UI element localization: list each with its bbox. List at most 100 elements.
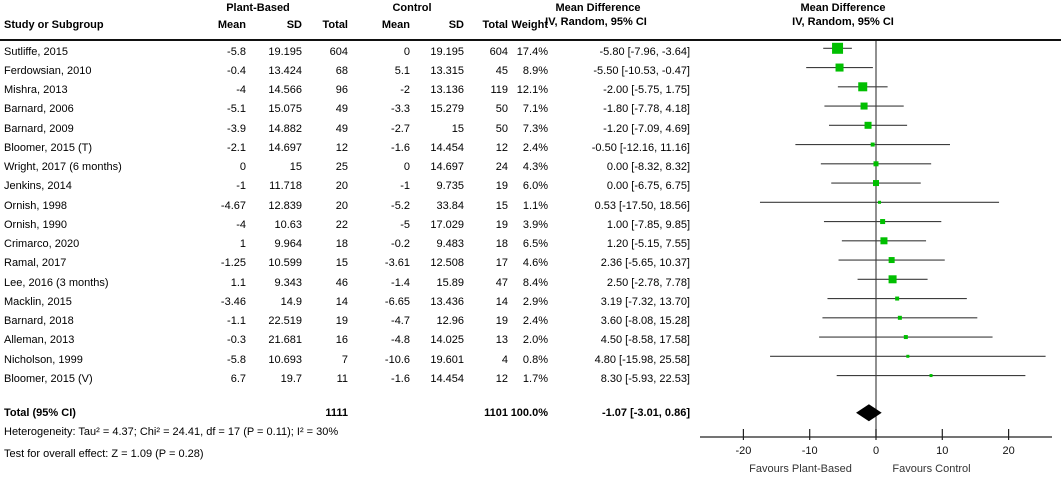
favours-left-label: Favours Plant-Based	[749, 463, 852, 475]
pb-mean: 6.7	[230, 372, 246, 385]
study-row: Barnard, 2009 -3.9 14.882 49 -2.7 15 50 7.3% -1.…	[0, 119, 695, 138]
ctrl-total: 50	[495, 122, 508, 135]
pb-mean: -5.8	[227, 353, 246, 366]
effect-square	[897, 315, 902, 320]
pb-sd: 22.519	[268, 315, 302, 328]
ctrl-mean: -1.4	[391, 276, 410, 289]
pb-mean: -5.8	[227, 45, 246, 58]
pb-sd: 13.424	[268, 64, 302, 77]
ctrl-sd: 9.735	[436, 180, 464, 193]
ctrl-sd: 9.483	[436, 238, 464, 251]
tick-label: 20	[1002, 445, 1014, 457]
pb-sd: 10.693	[268, 353, 302, 366]
group2-header: Control	[392, 2, 432, 14]
pb-sd: 19.195	[268, 45, 302, 58]
pb-mean: 1	[239, 238, 246, 251]
study-row: Barnard, 2006 -5.1 15.075 49 -3.3 15.279 50 7.1…	[0, 100, 695, 119]
effect-square	[888, 257, 895, 264]
study-name: Macklin, 2015	[4, 295, 72, 308]
study-name: Barnard, 2018	[4, 315, 74, 328]
study-name: Ornish, 1998	[4, 199, 67, 212]
study-row: Macklin, 2015 -3.46 14.9 14 -6.65 13.436 14 2.9…	[0, 292, 695, 311]
ctrl-sd: 14.697	[430, 161, 464, 174]
ctrl-sd: 13.315	[430, 64, 464, 77]
pb-total: 15	[335, 257, 348, 270]
plot-header-line1: Mean Difference	[800, 2, 886, 14]
weight: 4.3%	[522, 161, 548, 174]
ci-text: -1.20 [-7.09, 4.69]	[603, 122, 690, 135]
pb-total: 46	[335, 276, 348, 289]
md-column-header-line2: IV, Random, 95% CI	[545, 16, 647, 28]
plot-header-line2: IV, Random, 95% CI	[792, 16, 894, 28]
pb-mean: -0.3	[227, 334, 246, 347]
tick-label: -20	[735, 445, 751, 457]
effect-square	[888, 275, 897, 284]
study-row: Crimarco, 2020 1 9.964 18 -0.2 9.483 18 6.5% 1.2…	[0, 235, 695, 254]
pb-total: 604	[329, 45, 348, 58]
study-row: Bloomer, 2015 (T) -2.1 14.697 12 -1.6 14.454 1…	[0, 138, 695, 157]
heterogeneity-footnote: Heterogeneity: Tau² = 4.37; Chi² = 24.41…	[4, 426, 339, 438]
ctrl-mean: -1	[400, 180, 410, 193]
pb-total: 7	[341, 353, 348, 366]
weight: 0.8%	[522, 353, 548, 366]
effect-square	[870, 142, 875, 147]
pb-mean: -4	[236, 218, 246, 231]
pb-sd: 14.882	[268, 122, 302, 135]
pb-sd: 15	[289, 161, 302, 174]
ctrl-mean-header: Mean	[381, 18, 410, 31]
pb-mean: -1	[236, 180, 246, 193]
weight: 2.9%	[522, 295, 548, 308]
weight: 3.9%	[522, 218, 548, 231]
pb-mean: -4	[236, 84, 246, 97]
ctrl-sd: 17.029	[430, 218, 464, 231]
pb-mean: -1.1	[227, 315, 246, 328]
weight: 12.1%	[516, 84, 548, 97]
ctrl-sd: 12.508	[430, 257, 464, 270]
study-row: Ornish, 1990 -4 10.63 22 -5 17.029 19 3.9% 1.00 …	[0, 215, 695, 234]
weight: 2.4%	[522, 141, 548, 154]
study-name: Lee, 2016 (3 months)	[4, 276, 109, 289]
effect-square	[903, 335, 908, 340]
ctrl-sd-header: SD	[448, 18, 464, 31]
ctrl-sd: 13.436	[430, 295, 464, 308]
group1-header: Plant-Based	[226, 2, 290, 14]
study-name: Bloomer, 2015 (T)	[4, 141, 93, 154]
ctrl-sd: 13.136	[430, 84, 464, 97]
ci-text: -5.50 [-10.53, -0.47]	[593, 64, 690, 77]
ctrl-total: 19	[495, 180, 508, 193]
ci-text: -2.00 [-5.75, 1.75]	[603, 84, 690, 97]
pb-total-header: Total	[322, 18, 348, 31]
weight: 1.1%	[522, 199, 548, 212]
ctrl-total: 119	[490, 84, 508, 97]
ctrl-sd: 33.84	[436, 199, 464, 212]
study-row: Bloomer, 2015 (V) 6.7 19.7 11 -1.6 14.454 12 1.…	[0, 369, 695, 388]
pb-sd: 12.839	[268, 199, 302, 212]
effect-square	[860, 102, 868, 110]
ci-text: 8.30 [-5.93, 22.53]	[600, 372, 690, 385]
ctrl-mean: 5.1	[394, 64, 410, 77]
ctrl-mean: -5.2	[391, 199, 410, 212]
pb-total: 19	[335, 315, 348, 328]
weight: 7.1%	[522, 103, 548, 116]
study-row: Wright, 2017 (6 months) 0 15 25 0 14.697 24 4.3…	[0, 158, 695, 177]
tick-label: -10	[802, 445, 818, 457]
ctrl-total: 45	[495, 64, 508, 77]
study-row: Lee, 2016 (3 months) 1.1 9.343 46 -1.4 15.89 4…	[0, 273, 695, 292]
ci-text: -1.80 [-7.78, 4.18]	[603, 103, 690, 116]
pb-mean: -0.4	[227, 64, 246, 77]
ctrl-total: 13	[495, 334, 508, 347]
study-name: Jenkins, 2014	[4, 180, 72, 193]
effect-square	[873, 161, 879, 167]
pb-total: 96	[335, 84, 348, 97]
pb-total: 18	[335, 238, 348, 251]
study-row: Ornish, 1998 -4.67 12.839 20 -5.2 33.84 15 1.1%…	[0, 196, 695, 215]
pb-mean: -1.25	[220, 257, 246, 270]
ctrl-mean: -1.6	[391, 141, 410, 154]
favours-right-label: Favours Control	[892, 463, 970, 475]
ctrl-mean: -6.65	[384, 295, 410, 308]
study-name: Nicholson, 1999	[4, 353, 83, 366]
ctrl-total: 19	[495, 315, 508, 328]
study-row: Barnard, 2018 -1.1 22.519 19 -4.7 12.96 19 2.4%…	[0, 312, 695, 331]
ci-text: 1.20 [-5.15, 7.55]	[606, 238, 690, 251]
pb-total: 12	[335, 141, 348, 154]
